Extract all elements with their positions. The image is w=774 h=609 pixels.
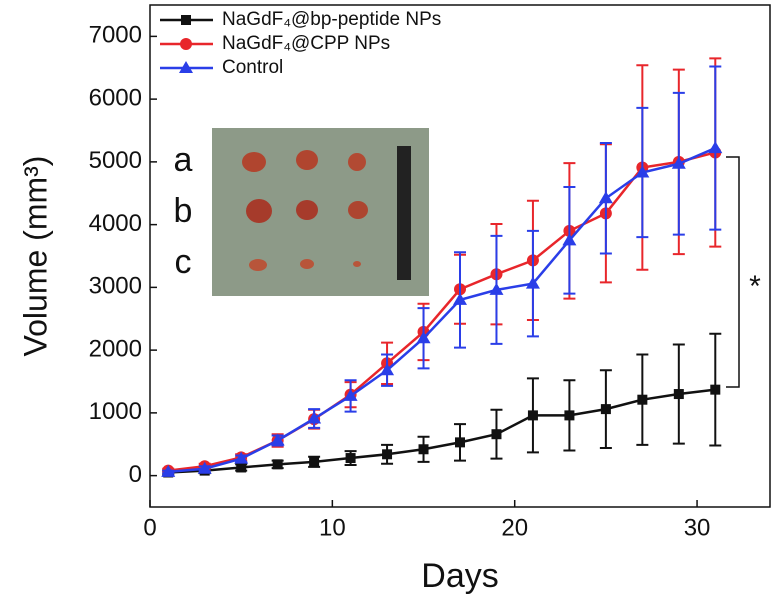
legend-marker <box>180 38 192 50</box>
series <box>162 332 722 478</box>
marker <box>270 433 285 446</box>
y-axis-label: Volume (mm³) <box>17 156 53 357</box>
marker <box>416 331 431 344</box>
marker <box>525 276 540 289</box>
marker <box>197 461 212 474</box>
marker <box>710 384 721 395</box>
legend-marker <box>181 15 191 25</box>
marker <box>380 363 395 376</box>
x-tick-label: 10 <box>319 514 346 541</box>
series-line <box>168 146 716 474</box>
series-line <box>168 388 716 474</box>
x-tick-label: 20 <box>501 514 528 541</box>
y-tick-label: 6000 <box>89 84 142 111</box>
marker <box>673 389 684 400</box>
marker <box>708 141 723 154</box>
marker <box>671 156 686 169</box>
legend-label: NaGdF₄@bp-peptide NPs <box>222 9 441 30</box>
legend-marker <box>179 61 193 73</box>
marker <box>527 410 538 421</box>
series <box>161 65 723 477</box>
x-tick-label: 30 <box>684 514 711 541</box>
marker <box>418 444 429 455</box>
significance-bracket <box>726 156 740 388</box>
marker <box>562 233 577 246</box>
marker <box>598 191 613 204</box>
marker <box>343 388 358 401</box>
y-tick-label: 5000 <box>89 147 142 174</box>
marker <box>489 282 504 295</box>
marker <box>234 451 249 464</box>
marker <box>455 437 465 448</box>
y-tick-label: 1000 <box>89 398 142 425</box>
marker <box>272 459 283 470</box>
x-axis-label: Days <box>421 557 498 595</box>
x-tick-label: 0 <box>143 514 156 541</box>
annotation: * <box>749 270 761 303</box>
inset-label: b <box>174 192 193 230</box>
y-tick-label: 7000 <box>89 22 142 49</box>
inset-label: c <box>175 243 192 281</box>
marker <box>307 411 322 424</box>
legend-label: NaGdF₄@CPP NPs <box>222 33 390 54</box>
marker <box>382 449 393 460</box>
plot-frame <box>149 4 771 508</box>
marker <box>491 429 502 440</box>
marker <box>564 410 575 421</box>
y-tick-label: 0 <box>129 461 142 488</box>
y-tick-label: 4000 <box>89 210 142 237</box>
inset-label: a <box>174 141 193 179</box>
marker <box>309 456 320 467</box>
marker <box>161 464 176 477</box>
marker <box>236 462 247 473</box>
marker <box>453 292 467 305</box>
marker <box>345 453 356 464</box>
y-tick-label: 2000 <box>89 335 142 362</box>
legend-label: Control <box>222 57 283 78</box>
inset-photo <box>212 128 429 296</box>
y-tick-label: 3000 <box>89 273 142 300</box>
marker <box>600 404 611 415</box>
marker <box>635 165 650 178</box>
marker <box>637 394 648 405</box>
